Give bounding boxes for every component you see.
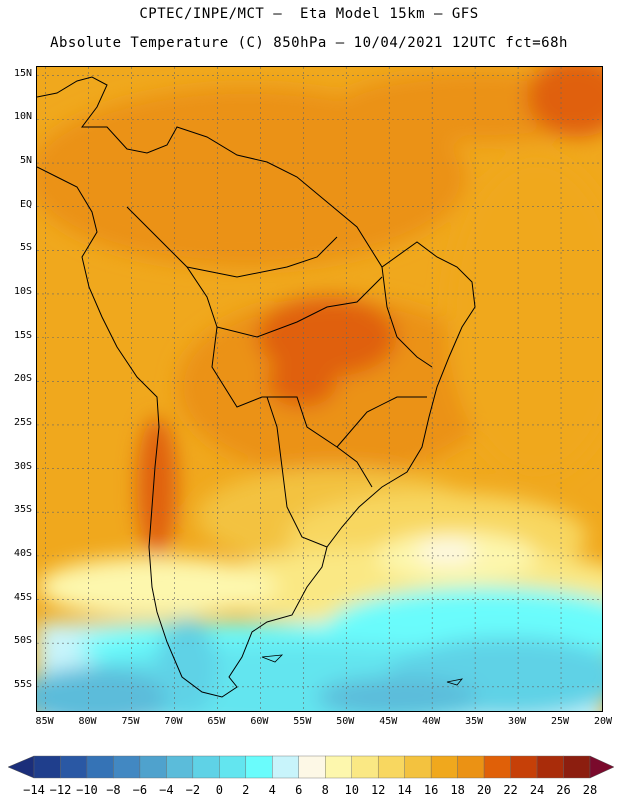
colorbar-label: −14 (23, 783, 45, 797)
colorbar-swatch (430, 755, 458, 779)
colorbar-label: 26 (556, 783, 571, 797)
colorbar-label: 2 (242, 783, 250, 797)
colorbar-label: −4 (159, 783, 174, 797)
longitude-label: 25W (551, 716, 570, 727)
latitude-label: 15N (13, 67, 32, 79)
colorbar-label: 14 (397, 783, 412, 797)
colorbar-swatch (166, 755, 194, 779)
latitude-label: 50S (13, 635, 32, 647)
longitude-label: 85W (35, 716, 54, 727)
colorbar-label: 6 (295, 783, 303, 797)
longitude-label: 30W (508, 716, 527, 727)
colorbar-swatch (377, 755, 405, 779)
colorbar-label: 0 (215, 783, 223, 797)
colorbar-over-arrow (589, 755, 615, 779)
colorbar-swatch (60, 755, 88, 779)
longitude-label: 70W (164, 716, 183, 727)
longitude-label: 45W (379, 716, 398, 727)
colorbar-label: 4 (268, 783, 276, 797)
colorbar-label: 20 (476, 783, 492, 797)
latitude-label: 35S (13, 504, 32, 516)
colorbar-swatch (33, 755, 61, 779)
longitude-label: 50W (336, 716, 355, 727)
latitude-label: 5N (19, 155, 32, 167)
map-title-line-1: CPTEC/INPE/MCT – Eta Model 15km – GFS (139, 6, 479, 22)
colorbar-label: −2 (185, 783, 201, 797)
longitude-label: 35W (465, 716, 484, 727)
colorbar-label: −12 (49, 783, 72, 797)
coastline (37, 76, 476, 698)
colorbar-swatch (272, 755, 299, 779)
colorbar-swatch (86, 755, 114, 779)
colorbar-swatch (192, 755, 220, 779)
colorbar-swatch (325, 755, 352, 779)
longitude-label: 20W (593, 716, 613, 727)
colorbar-label: 8 (321, 783, 329, 797)
colorbar-under-arrow (7, 755, 35, 779)
colorbar-label: 16 (423, 783, 439, 797)
latitude-label: 25S (13, 416, 32, 428)
colorbar (7, 755, 615, 779)
longitude-label: 75W (121, 716, 140, 727)
latitude-label: 10N (13, 111, 32, 123)
colorbar-swatch (510, 755, 538, 779)
longitude-label: 60W (250, 716, 269, 727)
islands (261, 654, 464, 686)
colorbar-label: −6 (132, 783, 148, 797)
colorbar-label: −10 (76, 783, 98, 797)
colorbar-swatch (457, 755, 485, 779)
map-panel (36, 66, 603, 712)
map-title-line-2: Absolute Temperature (C) 850hPa – 10/04/… (50, 35, 568, 51)
latitude-label: 5S (19, 242, 32, 254)
colorbar-label: 10 (344, 783, 359, 797)
longitude-label: 80W (78, 716, 97, 727)
latitude-label: 45S (13, 591, 32, 603)
colorbar-label: 28 (582, 783, 598, 797)
longitude-label: 65W (207, 716, 226, 727)
colorbar-swatch (536, 755, 564, 779)
colorbar-swatch (404, 755, 432, 779)
colorbar-swatch (351, 755, 379, 779)
colorbar-label: −8 (106, 783, 121, 797)
temperature-map (37, 67, 602, 711)
colorbar-swatch (483, 755, 511, 779)
temperature-fields (37, 67, 602, 711)
latitude-label: 20S (13, 373, 32, 385)
colorbar-swatch (298, 755, 326, 779)
colorbar-swatch (245, 755, 273, 779)
longitude-label: 40W (422, 716, 441, 727)
colorbar-label: 24 (529, 783, 545, 797)
colorbar-swatch (113, 755, 141, 779)
latitude-label: EQ (19, 198, 32, 210)
latitude-label: 30S (13, 460, 32, 472)
colorbar-label: 22 (503, 783, 518, 797)
latitude-label: 40S (13, 547, 32, 559)
latitude-label: 15S (13, 329, 32, 341)
colorbar-label: 18 (450, 783, 465, 797)
colorbar-swatch (219, 755, 247, 779)
colorbar-swatch (139, 755, 167, 779)
colorbar-swatch (563, 755, 591, 779)
latitude-label: 10S (13, 285, 32, 297)
longitude-label: 55W (293, 716, 312, 727)
latitude-label: 55S (13, 678, 32, 690)
colorbar-label: 12 (370, 783, 386, 797)
